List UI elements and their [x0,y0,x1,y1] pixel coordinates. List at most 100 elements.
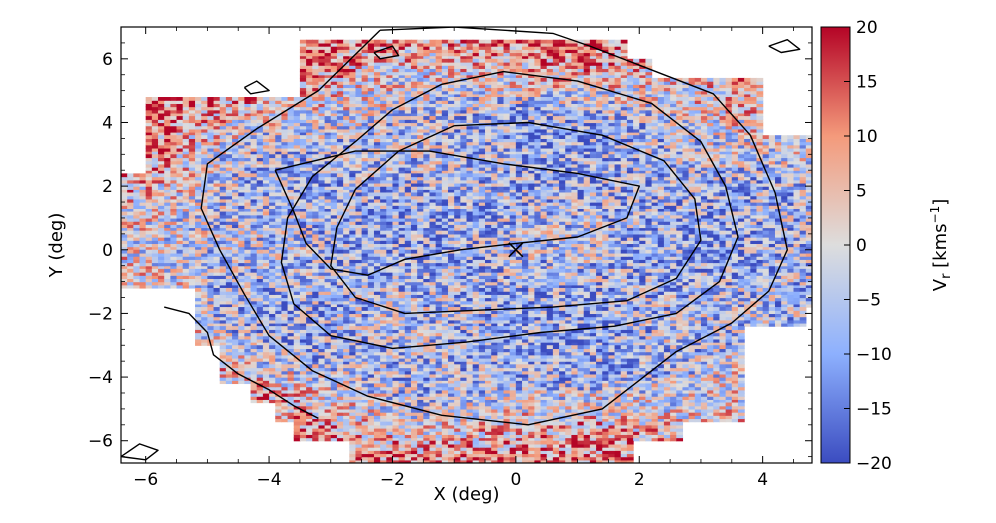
heatmap-cell [620,55,628,60]
heatmap-cell [330,189,338,194]
heatmap-cell [522,179,529,184]
heatmap-cell [700,151,708,155]
heatmap-cell [225,119,233,124]
heatmap-cell [306,182,313,187]
heatmap-cell [805,160,812,165]
heatmap-cell [503,144,511,149]
heatmap-cell [373,170,381,174]
heatmap-cell [651,144,659,149]
heatmap-cell [707,176,714,181]
heatmap-cell [503,132,511,136]
heatmap-cell [429,74,437,79]
heatmap-cell [534,192,542,197]
heatmap-cell [287,128,295,133]
heatmap-cell [645,147,653,152]
heatmap-cell [657,87,665,92]
heatmap-cell [293,122,301,127]
heatmap-cell [583,55,591,60]
heatmap-cell [275,198,283,203]
heatmap-cell [238,170,245,174]
heatmap-cell [287,138,295,143]
heatmap-cell [392,173,400,178]
heatmap-cell [737,170,745,174]
heatmap-cell [324,103,332,108]
heatmap-cell [429,151,437,155]
heatmap-cell [620,81,628,85]
heatmap-cell [281,167,289,171]
heatmap-cell [663,90,671,95]
heatmap-cell [805,135,812,139]
heatmap-cell [596,154,603,159]
heatmap-cell [713,163,721,168]
heatmap-cell [158,128,165,133]
heatmap-cell [503,109,511,114]
heatmap-cell [515,141,523,146]
heatmap-cell [435,100,443,104]
heatmap-cell [127,179,134,184]
heatmap-cell [497,109,505,114]
heatmap-cell [195,119,202,124]
heatmap-cell [620,97,628,101]
heatmap-cell [423,208,431,213]
heatmap-cell [201,122,208,127]
heatmap-cell [491,157,498,162]
heatmap-cell [682,90,690,95]
heatmap-cell [182,138,190,143]
heatmap-cell [299,68,307,73]
heatmap-cell [478,157,486,162]
heatmap-cell [515,119,523,124]
heatmap-cell [713,119,721,124]
heatmap-cell [404,192,412,197]
heatmap-cell [398,154,406,159]
heatmap-cell [534,58,542,63]
heatmap-cell [614,189,622,194]
heatmap-cell [429,97,437,101]
heatmap-cell [306,141,313,146]
heatmap-cell [528,167,535,171]
heatmap-cell [367,147,375,152]
heatmap-cell [460,128,468,133]
heatmap-cell [373,202,381,206]
heatmap-cell [429,128,437,133]
heatmap-cell [269,147,276,152]
heatmap-cell [577,179,585,184]
heatmap-cell [485,147,492,152]
heatmap-cell [682,77,690,82]
heatmap-cell [423,109,431,114]
heatmap-cell [540,208,548,213]
heatmap-cell [540,141,548,146]
heatmap-cell [756,198,764,203]
heatmap-cell [707,119,714,124]
heatmap-cell [478,100,486,104]
heatmap-cell [515,195,523,200]
heatmap-cell [657,195,665,200]
heatmap-cell [324,128,332,133]
heatmap-cell [299,122,307,127]
heatmap-cell [645,116,653,120]
heatmap-cell [392,195,400,200]
heatmap-cell [503,90,511,95]
heatmap-cell [485,112,492,117]
heatmap-cell [744,154,751,159]
heatmap-cell [682,100,690,104]
heatmap-cell [546,55,554,60]
heatmap-cell [540,202,548,206]
heatmap-cell [466,103,474,108]
heatmap-cell [762,179,770,184]
heatmap-cell [318,39,326,44]
heatmap-cell [336,100,344,104]
heatmap-cell [663,202,671,206]
heatmap-cell [164,125,171,130]
heatmap-cell [417,39,424,44]
heatmap-cell [614,112,622,117]
heatmap-cell [343,119,350,124]
heatmap-cell [367,198,375,203]
heatmap-cell [466,106,474,111]
heatmap-cell [423,106,431,111]
heatmap-cell [515,55,523,60]
heatmap-cell [219,125,227,130]
heatmap-cell [410,71,418,76]
heatmap-cell [330,49,338,54]
heatmap-cell [417,189,424,194]
heatmap-cell [645,93,653,98]
